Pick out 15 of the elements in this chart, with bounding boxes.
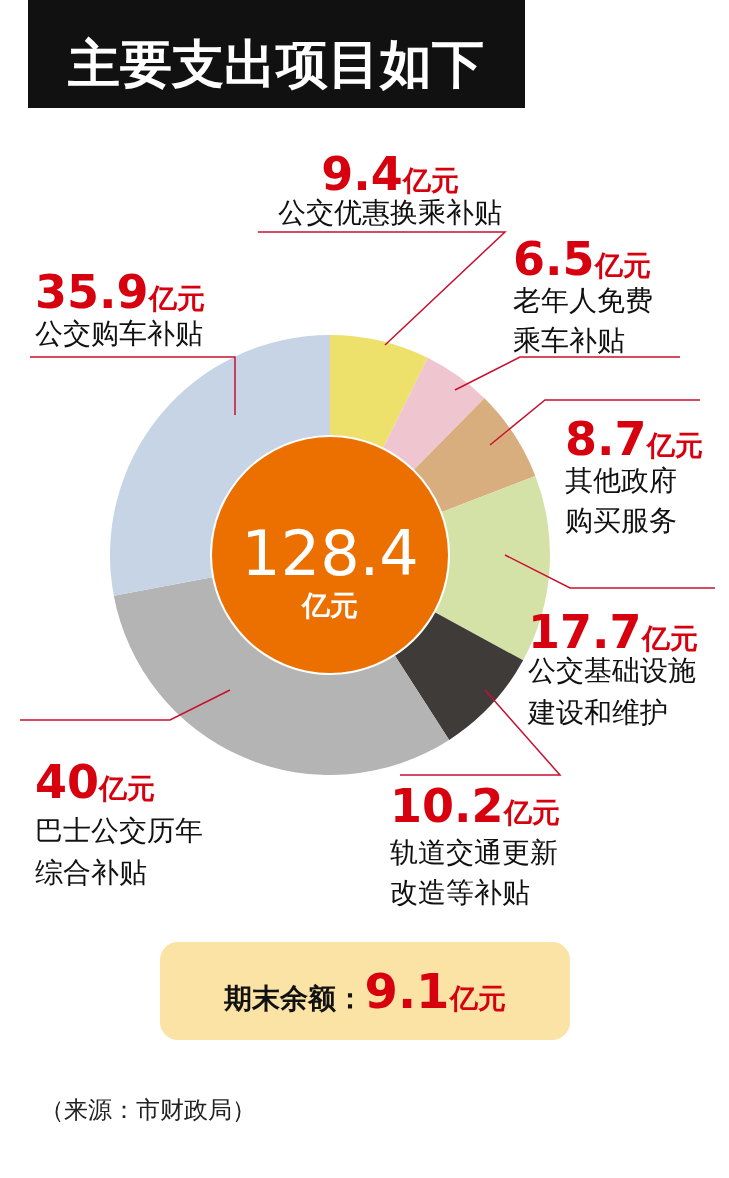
text: （来源：市财政局） [40, 1096, 256, 1124]
text: 期末余额：9.1亿元 [223, 963, 506, 1019]
slice-label: 公交购车补贴 [35, 317, 203, 350]
text: 128.4亿元 [241, 517, 419, 622]
data-label: 8.7亿元 [565, 412, 703, 466]
data-label: 35.9亿元 [35, 265, 205, 319]
data-label: 40亿元 [35, 755, 156, 809]
slice-label: 老年人免费乘车补贴 [513, 284, 653, 357]
chart-title: 主要支出项目如下 [67, 34, 484, 94]
data-label: 10.2亿元 [390, 779, 560, 833]
slice-label: 公交基础设施建设和维护 [527, 654, 696, 729]
slice-label: 轨道交通更新改造等补贴 [390, 836, 558, 909]
data-label: 6.5亿元 [513, 232, 651, 286]
slice-label: 巴士公交历年综合补贴 [35, 814, 203, 889]
slice-label: 其他政府购买服务 [565, 464, 677, 537]
